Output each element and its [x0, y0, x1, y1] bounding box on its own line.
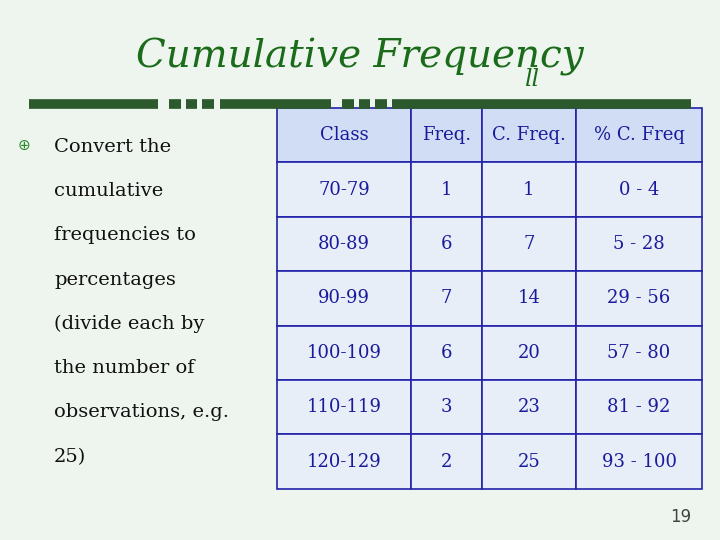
Text: % C. Freq: % C. Freq: [593, 126, 685, 144]
Bar: [411, 108, 482, 163]
Text: 57 - 80: 57 - 80: [608, 344, 671, 362]
Text: percentages: percentages: [54, 271, 176, 288]
Text: 0 - 4: 0 - 4: [619, 180, 660, 199]
Text: cumulative: cumulative: [54, 182, 163, 200]
Bar: [411, 434, 482, 489]
Bar: [411, 163, 482, 217]
Text: 5 - 28: 5 - 28: [613, 235, 665, 253]
Bar: [411, 271, 482, 326]
Bar: [411, 326, 482, 380]
Text: 23: 23: [518, 398, 541, 416]
Bar: [411, 217, 482, 271]
Text: ll: ll: [524, 68, 539, 91]
Text: 100-109: 100-109: [307, 344, 382, 362]
Text: 6: 6: [441, 235, 452, 253]
Text: 93 - 100: 93 - 100: [602, 453, 677, 470]
Text: Freq.: Freq.: [422, 126, 471, 144]
Text: 3: 3: [441, 398, 452, 416]
Text: Cumulative Frequency: Cumulative Frequency: [136, 38, 584, 76]
Text: 1: 1: [441, 180, 452, 199]
Text: 29 - 56: 29 - 56: [608, 289, 671, 307]
Text: 25): 25): [54, 448, 86, 465]
Text: observations, e.g.: observations, e.g.: [54, 403, 229, 421]
Text: the number of: the number of: [54, 359, 194, 377]
Text: 2: 2: [441, 453, 452, 470]
Text: 6: 6: [441, 344, 452, 362]
Text: 20: 20: [518, 344, 541, 362]
Text: ⊕: ⊕: [18, 138, 31, 153]
Text: C. Freq.: C. Freq.: [492, 126, 566, 144]
Text: 70-79: 70-79: [318, 180, 370, 199]
Text: Convert the: Convert the: [54, 138, 171, 156]
Text: 110-119: 110-119: [307, 398, 382, 416]
Text: Class: Class: [320, 126, 369, 144]
Text: frequencies to: frequencies to: [54, 226, 196, 244]
Text: 81 - 92: 81 - 92: [608, 398, 671, 416]
Text: 120-129: 120-129: [307, 453, 382, 470]
Text: 7: 7: [441, 289, 452, 307]
Text: (divide each by: (divide each by: [54, 315, 204, 333]
Text: 7: 7: [523, 235, 535, 253]
Text: 90-99: 90-99: [318, 289, 370, 307]
Text: 14: 14: [518, 289, 541, 307]
Text: 1: 1: [523, 180, 535, 199]
Text: 25: 25: [518, 453, 540, 470]
Bar: [411, 380, 482, 434]
Text: 19: 19: [670, 509, 691, 526]
Text: 80-89: 80-89: [318, 235, 370, 253]
